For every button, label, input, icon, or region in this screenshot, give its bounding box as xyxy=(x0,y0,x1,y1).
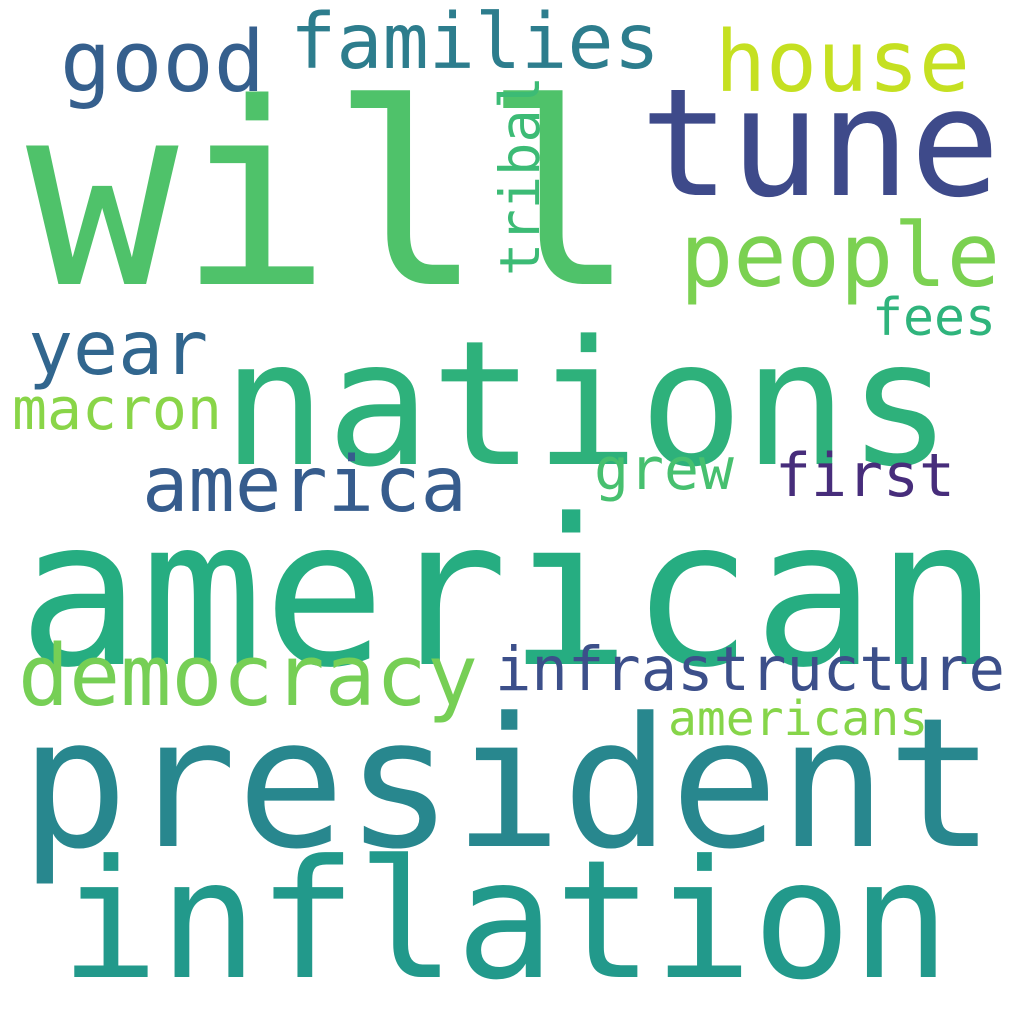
word-fees: fees xyxy=(872,288,997,348)
word-inflation: inflation xyxy=(60,824,951,1016)
word-american: american xyxy=(18,475,999,712)
word-americans: americans xyxy=(668,691,929,747)
word-tribal: tribal xyxy=(489,75,553,276)
word-grew: grew xyxy=(594,435,734,503)
word-nations: nations xyxy=(222,303,952,505)
word-democracy: democracy xyxy=(18,627,478,726)
word-good: good xyxy=(60,13,265,112)
word-first: first xyxy=(775,441,956,511)
word-infrastructure: infrastructure xyxy=(495,635,1005,705)
word-macron: macron xyxy=(12,375,222,443)
word-president: president xyxy=(20,680,996,889)
word-year: year xyxy=(28,305,209,392)
word-tune: tune xyxy=(640,57,1001,231)
word-will: will xyxy=(26,49,636,344)
word-america: america xyxy=(142,440,467,530)
word-people: people xyxy=(680,204,1001,307)
word-families: families xyxy=(290,0,660,87)
word-house: house xyxy=(715,12,970,111)
